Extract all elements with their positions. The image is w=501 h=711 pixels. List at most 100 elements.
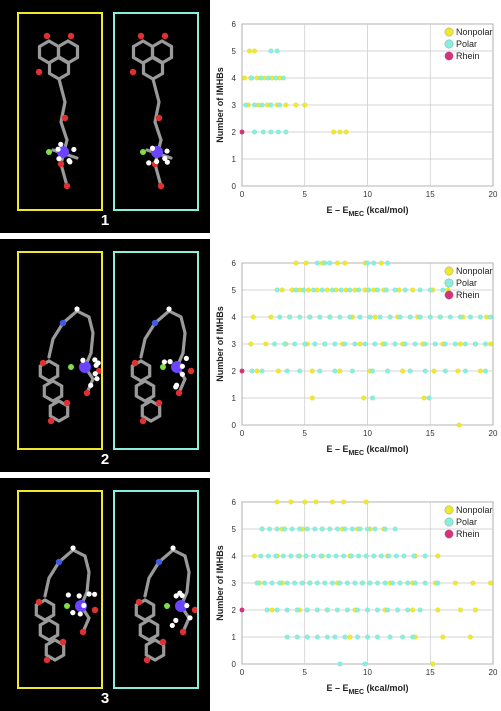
atom <box>92 591 98 597</box>
legend-label: Rhein <box>456 529 480 539</box>
data-point <box>371 553 377 559</box>
linker-chain <box>57 548 91 594</box>
atom <box>57 160 65 168</box>
x-axis-title: E – EMEC (kcal/mol) <box>326 683 408 696</box>
scatter-plot-3: 0 1 2 3 4 5 6 0 5 10 15 20 Number of IMHBs E – EMEC (… <box>210 478 501 711</box>
atom <box>140 149 146 155</box>
atom <box>187 615 193 621</box>
series-polar <box>254 526 441 667</box>
data-point <box>251 48 258 54</box>
legend-marker <box>444 529 454 539</box>
data-point <box>337 129 343 135</box>
x-tick-label: 5 <box>303 668 308 677</box>
atom <box>79 361 91 373</box>
data-point <box>472 607 479 613</box>
data-point <box>322 341 328 347</box>
data-point <box>422 553 428 559</box>
y-tick-label: 5 <box>232 286 237 295</box>
y-tick-label: 4 <box>232 313 237 322</box>
molecule-atoms <box>39 306 101 425</box>
data-point <box>284 634 290 640</box>
data-point <box>304 526 310 532</box>
y-tick-label: 1 <box>232 394 237 403</box>
atom <box>61 114 69 122</box>
atom <box>183 355 189 362</box>
data-point <box>430 661 436 667</box>
atom <box>65 592 71 598</box>
data-point <box>387 314 393 320</box>
data-point <box>412 580 418 586</box>
atom <box>58 141 64 147</box>
y-tick-label: 6 <box>232 498 237 507</box>
data-point <box>269 580 275 586</box>
atom <box>81 602 87 609</box>
atom <box>155 114 163 122</box>
atom <box>67 32 75 40</box>
data-point <box>300 287 307 293</box>
data-point <box>342 260 348 266</box>
data-point <box>239 368 245 374</box>
data-point <box>327 314 333 320</box>
data-point <box>372 314 378 320</box>
data-point <box>369 395 376 401</box>
y-tick-label: 3 <box>232 340 237 349</box>
y-axis-title: Number of IMHBs <box>215 67 225 143</box>
atom <box>157 182 165 190</box>
legend: Nonpolar Polar Rhein <box>444 505 493 539</box>
data-point <box>294 607 300 613</box>
data-point <box>264 607 270 613</box>
data-point <box>241 75 248 81</box>
data-point <box>314 260 320 266</box>
y-tick-label: 1 <box>232 155 237 164</box>
data-point <box>342 634 348 640</box>
data-point <box>470 580 476 586</box>
data-point <box>332 368 338 374</box>
atom <box>162 155 168 162</box>
legend-label: Rhein <box>456 51 480 61</box>
x-tick-label: 0 <box>240 668 245 677</box>
data-point <box>305 287 312 293</box>
y-tick-label: 4 <box>232 552 237 561</box>
data-point <box>374 287 381 293</box>
aromatic-ring <box>34 598 56 622</box>
data-point <box>293 287 299 293</box>
data-point <box>254 368 260 374</box>
data-point <box>312 526 318 532</box>
x-tick-label: 10 <box>363 429 372 438</box>
data-point <box>457 341 464 347</box>
y-tick-label: 5 <box>232 525 237 534</box>
data-point <box>243 102 249 108</box>
atom <box>63 399 71 407</box>
data-point <box>307 580 313 586</box>
x-tick-label: 15 <box>426 190 435 199</box>
data-point <box>293 260 299 266</box>
data-point <box>371 260 377 266</box>
data-point <box>303 260 309 266</box>
data-point <box>283 102 289 108</box>
data-point <box>327 526 333 532</box>
data-point <box>310 553 317 559</box>
atom <box>47 417 55 425</box>
data-point <box>435 580 441 586</box>
data-point <box>348 553 354 559</box>
data-point <box>422 368 428 374</box>
data-point <box>367 580 373 586</box>
data-point <box>487 314 494 320</box>
molecule-bonds <box>34 548 91 662</box>
data-point <box>324 287 330 293</box>
aromatic-ring <box>42 379 64 403</box>
data-point <box>362 341 368 347</box>
data-point <box>447 314 453 320</box>
y-tick-label: 6 <box>232 259 237 268</box>
data-point <box>442 368 448 374</box>
data-point <box>386 553 392 559</box>
data-point <box>456 422 462 428</box>
data-point <box>341 499 347 505</box>
data-point <box>284 607 290 613</box>
data-point <box>427 287 433 293</box>
data-point <box>410 287 416 293</box>
data-point <box>347 634 353 640</box>
data-point <box>248 341 254 347</box>
data-point <box>357 526 363 532</box>
atom <box>43 32 51 40</box>
